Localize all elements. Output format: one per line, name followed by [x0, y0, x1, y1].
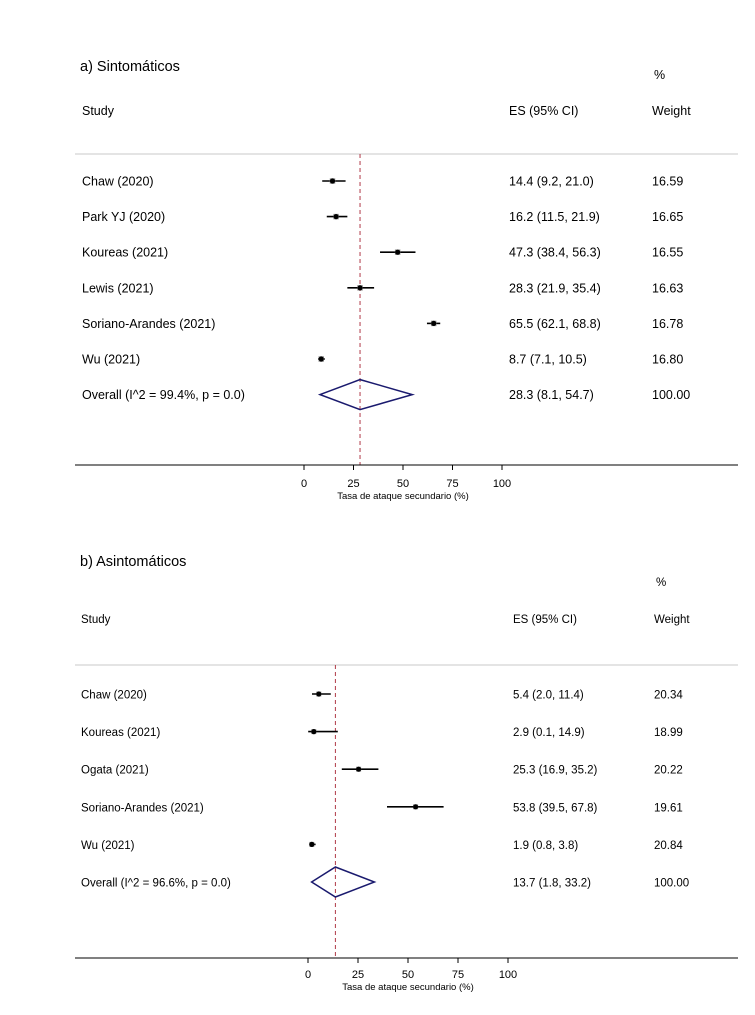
x-axis-label: Tasa de ataque secundario (%): [337, 491, 469, 502]
study-label: Lewis (2021): [82, 281, 154, 295]
study-label: Soriano-Arandes (2021): [82, 317, 215, 331]
point-estimate: [311, 729, 317, 735]
study-row: Chaw (2020) 14.4 (9.2, 21.0) 16.59: [82, 175, 683, 189]
overall-diamond: [317, 378, 416, 411]
study-weight: 16.59: [652, 175, 683, 189]
x-tick-label: 100: [499, 969, 517, 981]
x-tick-label: 75: [452, 969, 464, 981]
x-tick-label: 0: [305, 969, 311, 981]
point-estimate: [309, 841, 315, 848]
percent-header: %: [656, 577, 666, 589]
study-row: Wu (2021) 1.9 (0.8, 3.8) 20.84: [81, 840, 683, 852]
study-row: Koureas (2021) 47.3 (38.4, 56.3) 16.55: [82, 246, 683, 260]
study-label: Ogata (2021): [81, 765, 149, 777]
study-row: Wu (2021) 8.7 (7.1, 10.5) 16.80: [82, 353, 683, 367]
panel-title: a) Sintomáticos: [80, 59, 180, 75]
percent-header: %: [654, 68, 665, 82]
weight-header: Weight: [654, 614, 690, 626]
overall-diamond: [310, 866, 377, 898]
study-weight: 16.63: [652, 281, 683, 295]
overall-label: Overall (I^2 = 99.4%, p = 0.0): [82, 388, 245, 402]
study-header: Study: [82, 104, 115, 118]
study-weight: 20.22: [654, 765, 683, 777]
study-label: Chaw (2020): [81, 690, 147, 702]
overall-row: Overall (I^2 = 99.4%, p = 0.0) 28.3 (8.1,…: [82, 378, 690, 411]
study-row: Soriano-Arandes (2021) 65.5 (62.1, 68.8) 1…: [82, 317, 683, 331]
study-row: Koureas (2021) 2.9 (0.1, 14.9) 18.99: [81, 727, 683, 739]
study-row: Lewis (2021) 28.3 (21.9, 35.4) 16.63: [82, 281, 683, 295]
study-row: Chaw (2020) 5.4 (2.0, 11.4) 20.34: [81, 690, 683, 702]
study-es-ci: 65.5 (62.1, 68.8): [509, 317, 601, 331]
study-weight: 16.80: [652, 353, 683, 367]
x-tick-label: 50: [402, 969, 414, 981]
overall-weight: 100.00: [652, 388, 690, 402]
forest-panel-sintomaticos: a) Sintomáticos % Study ES (95% CI) Weight Ch…: [75, 59, 738, 502]
point-estimate: [333, 214, 339, 220]
x-tick-label: 0: [301, 478, 307, 490]
overall-weight: 100.00: [654, 878, 689, 890]
point-estimate: [316, 691, 322, 697]
study-label: Park YJ (2020): [82, 210, 165, 224]
study-row: Park YJ (2020) 16.2 (11.5, 21.9) 16.65: [82, 210, 683, 224]
overall-row: Overall (I^2 = 96.6%, p = 0.0) 13.7 (1.8,…: [81, 866, 689, 898]
es-ci-header: ES (95% CI): [513, 614, 577, 626]
study-weight: 18.99: [654, 727, 683, 739]
x-tick-label: 50: [397, 478, 409, 490]
study-es-ci: 14.4 (9.2, 21.0): [509, 175, 594, 189]
study-es-ci: 28.3 (21.9, 35.4): [509, 281, 601, 295]
point-estimate: [329, 178, 336, 184]
study-es-ci: 1.9 (0.8, 3.8): [513, 840, 578, 852]
study-label: Koureas (2021): [82, 246, 168, 260]
study-weight: 20.84: [654, 840, 683, 852]
x-axis: 0 25 50 75 100 Tasa de ataque secundario (%): [301, 464, 511, 502]
point-estimate: [356, 766, 362, 772]
point-estimate: [413, 804, 419, 810]
point-estimate: [318, 356, 324, 362]
es-ci-header: ES (95% CI): [509, 104, 578, 118]
study-es-ci: 8.7 (7.1, 10.5): [509, 353, 587, 367]
overall-es-ci: 13.7 (1.8, 33.2): [513, 878, 591, 890]
study-es-ci: 25.3 (16.9, 35.2): [513, 765, 598, 777]
study-label: Koureas (2021): [81, 727, 160, 739]
study-row: Soriano-Arandes (2021) 53.8 (39.5, 67.8) 1…: [81, 802, 683, 814]
study-label: Wu (2021): [81, 840, 135, 852]
study-label: Soriano-Arandes (2021): [81, 802, 204, 814]
point-estimate: [431, 320, 437, 326]
x-tick-label: 25: [347, 478, 359, 490]
panel-title: b) Asintomáticos: [80, 554, 186, 570]
point-estimate: [357, 285, 363, 291]
forest-panel-asintomaticos: b) Asintomáticos% Study ES (95% CI) Weight C…: [75, 554, 738, 993]
x-tick-label: 75: [446, 478, 458, 490]
x-tick-label: 100: [493, 478, 511, 490]
study-weight: 16.78: [652, 317, 683, 331]
study-weight: 20.34: [654, 690, 683, 702]
x-tick-label: 25: [352, 969, 364, 981]
study-header: Study: [81, 614, 111, 626]
x-axis: 0 25 50 75 100 Tasa de ataque secundario (%): [305, 957, 517, 993]
study-row: Ogata (2021) 25.3 (16.9, 35.2) 20.22: [81, 765, 683, 777]
weight-header: Weight: [652, 104, 691, 118]
study-weight: 19.61: [654, 802, 683, 814]
study-label: Wu (2021): [82, 353, 140, 367]
study-es-ci: 5.4 (2.0, 11.4): [513, 690, 584, 702]
point-estimate: [395, 249, 401, 255]
overall-label: Overall (I^2 = 96.6%, p = 0.0): [81, 878, 231, 890]
study-weight: 16.65: [652, 210, 683, 224]
study-es-ci: 47.3 (38.4, 56.3): [509, 246, 601, 260]
x-axis-label: Tasa de ataque secundario (%): [342, 982, 474, 993]
study-es-ci: 16.2 (11.5, 21.9): [509, 210, 600, 224]
study-es-ci: 2.9 (0.1, 14.9): [513, 727, 585, 739]
study-label: Chaw (2020): [82, 175, 154, 189]
study-weight: 16.55: [652, 246, 683, 260]
study-es-ci: 53.8 (39.5, 67.8): [513, 802, 598, 814]
overall-es-ci: 28.3 (8.1, 54.7): [509, 388, 594, 402]
